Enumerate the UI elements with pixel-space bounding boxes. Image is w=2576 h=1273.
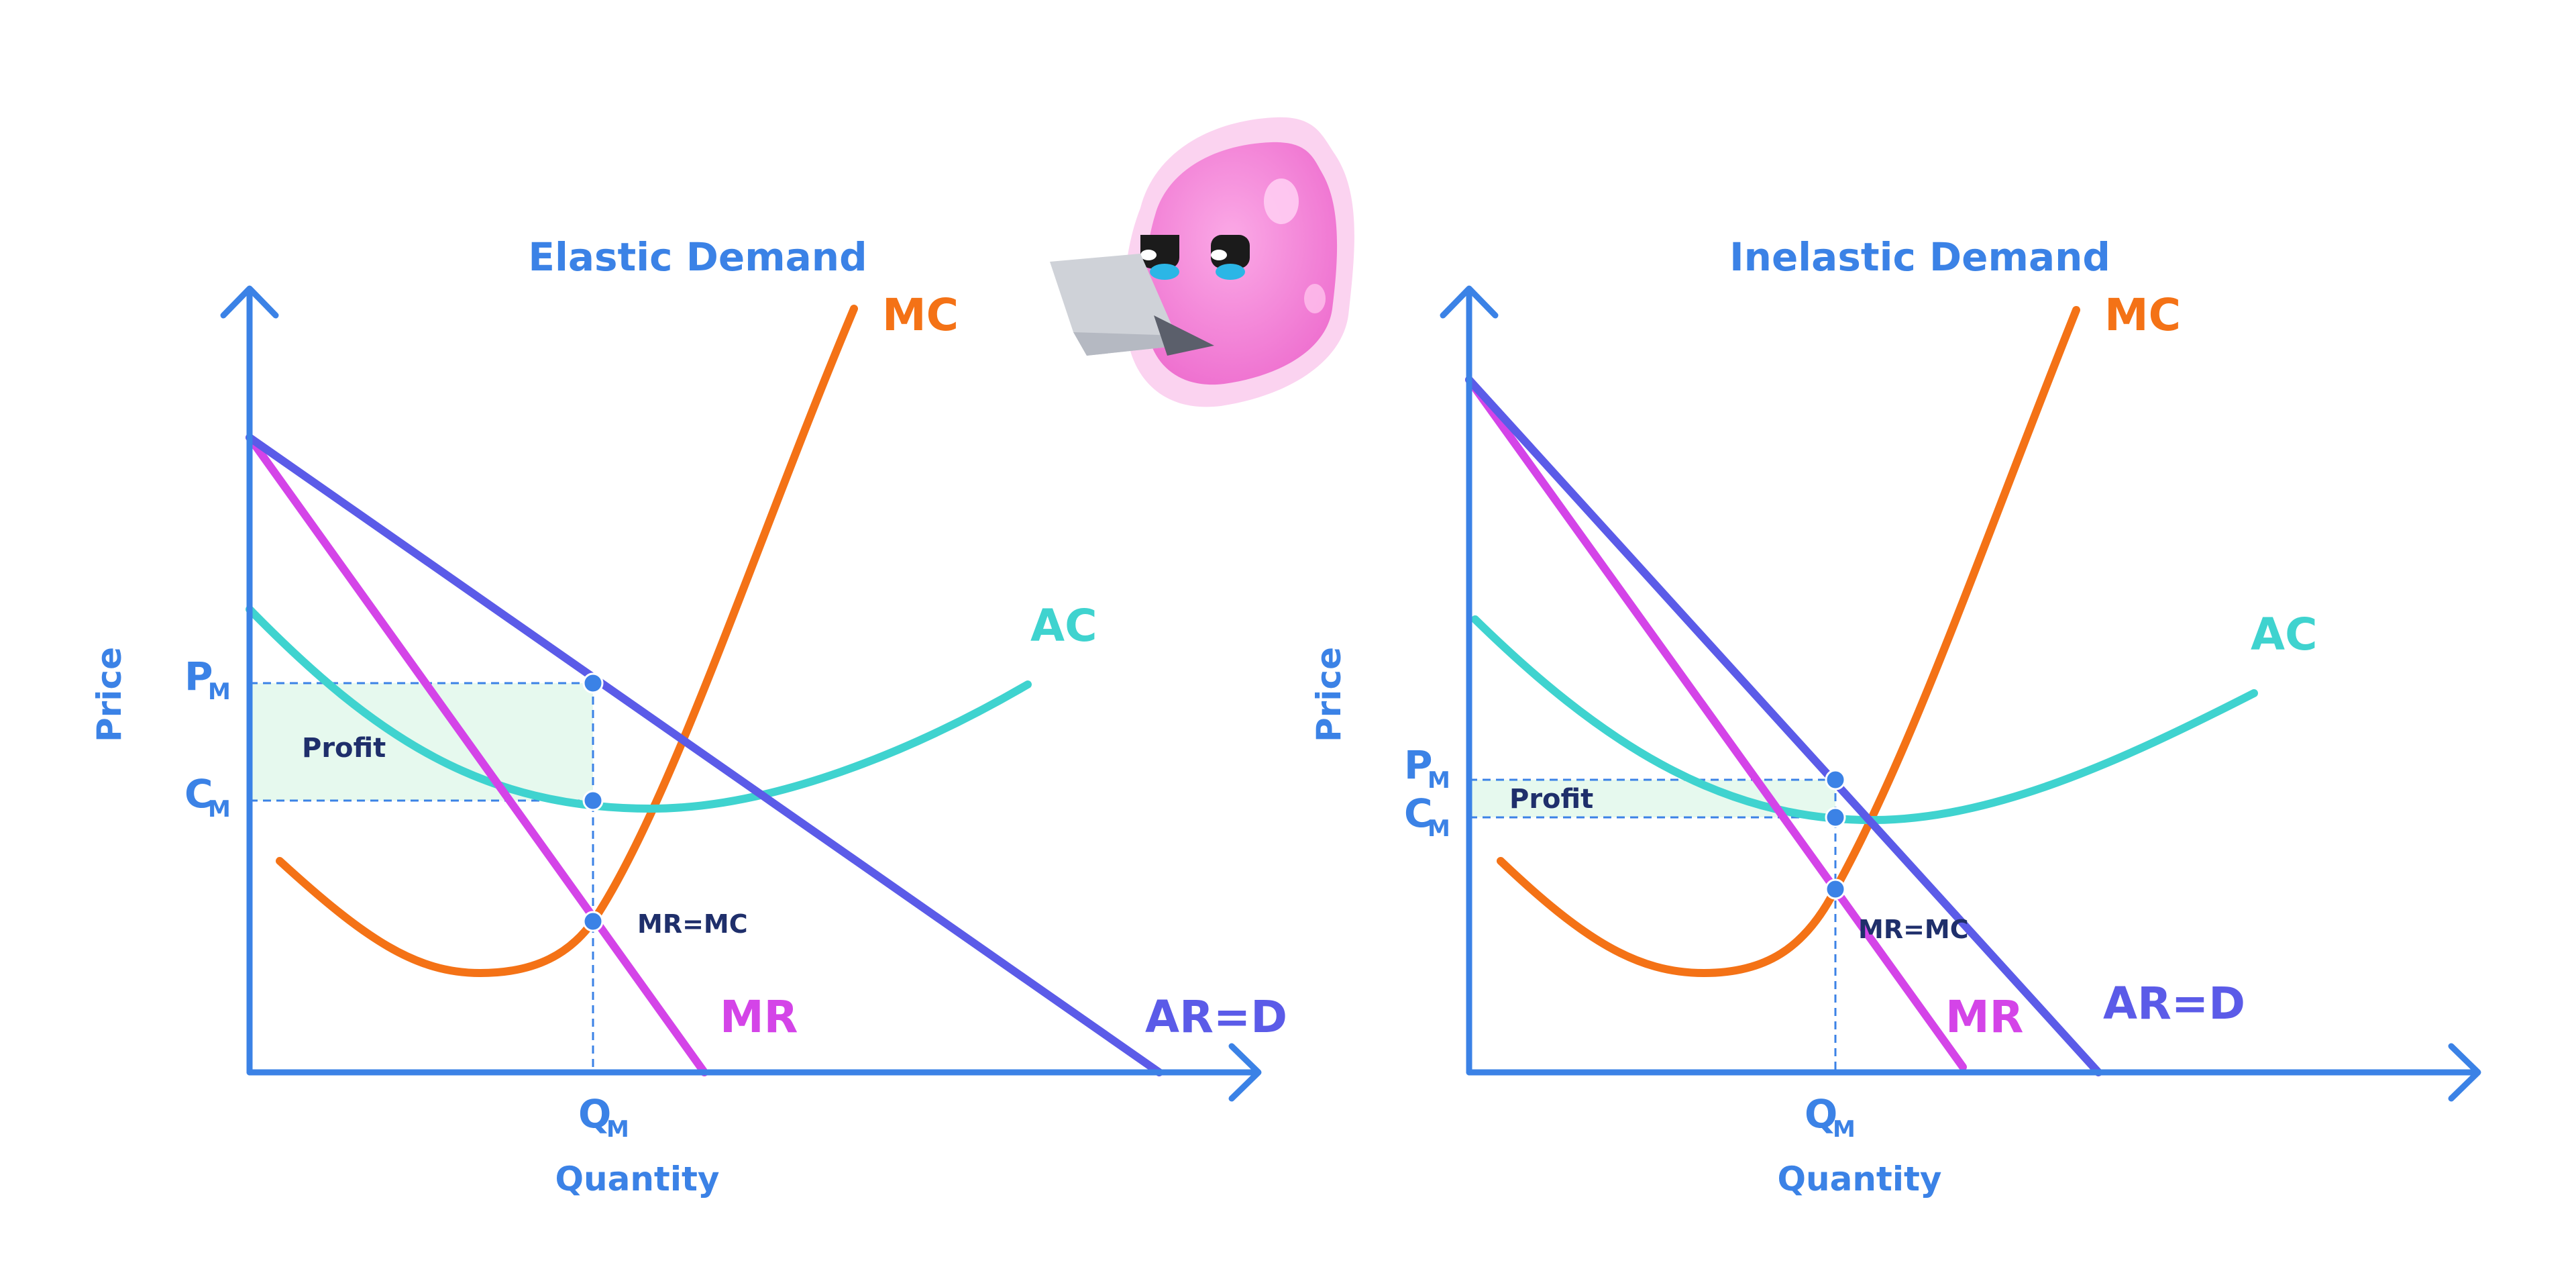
ac-curve: [246, 605, 1032, 813]
diagram-title: Elastic Demand: [528, 234, 867, 280]
guide-lines: [1469, 778, 1837, 1072]
mr-label: MR: [1945, 991, 2024, 1043]
cost-point: [582, 790, 604, 811]
elastic-demand-diagram: Elastic Demand MC AC MR AR=D MR=MC Profi…: [90, 234, 1287, 1199]
mr-mc-label: MR=MC: [637, 909, 748, 939]
pm-letter: P: [1404, 742, 1433, 788]
axes: [220, 285, 1262, 1102]
mascot-shine: [1264, 179, 1299, 224]
quantity-tick-label: Q M: [1805, 1091, 1856, 1143]
demand-curve: [1465, 376, 2102, 1076]
ac-label: AC: [2251, 609, 2318, 660]
qm-letter: Q: [1805, 1091, 1837, 1137]
qm-subscript: M: [1833, 1116, 1856, 1143]
y-axis-arrow: [1440, 285, 1499, 319]
qm-subscript: M: [606, 1116, 629, 1143]
mc-curve: [276, 305, 858, 978]
price-point: [1825, 769, 1846, 791]
laptop-icon: [1050, 254, 1214, 356]
qm-letter: Q: [578, 1091, 611, 1137]
profit-area: [250, 683, 593, 801]
cm-subscript: M: [1428, 815, 1450, 842]
price-point: [582, 672, 604, 694]
y-axis-arrow: [220, 285, 279, 319]
cost-axis-label: C M: [1404, 791, 1450, 842]
mr-curve: [246, 434, 708, 1076]
mr-mc-point: [582, 911, 604, 932]
inelastic-demand-diagram: Inelastic Demand MC AC MR AR=D MR=MC Pro…: [1309, 234, 2481, 1199]
diagram-title: Inelastic Demand: [1729, 234, 2110, 280]
mascot-cheek: [1304, 284, 1326, 313]
x-axis-arrow: [1228, 1043, 1262, 1102]
cm-letter: C: [184, 771, 213, 817]
cm-letter: C: [1404, 791, 1433, 836]
mascot-eyes: [1140, 235, 1250, 280]
axes: [1440, 285, 2481, 1102]
mr-mc-label: MR=MC: [1858, 915, 1969, 944]
x-axis-label: Quantity: [1778, 1160, 1942, 1199]
profit-label: Profit: [1509, 784, 1593, 815]
pm-letter: P: [184, 654, 213, 699]
y-axis-label: Price: [1309, 647, 1348, 742]
demand-label: AR=D: [1145, 991, 1287, 1043]
mc-curve: [1497, 306, 2080, 978]
cost-point: [1825, 807, 1846, 828]
quantity-tick-label: Q M: [578, 1091, 629, 1143]
mr-label: MR: [720, 991, 798, 1043]
mr-curve: [1465, 376, 1967, 1071]
mr-mc-point: [1825, 878, 1846, 900]
demand-label: AR=D: [2103, 978, 2245, 1029]
y-axis-label: Price: [90, 647, 129, 742]
demand-curve: [246, 434, 1163, 1076]
x-axis-label: Quantity: [555, 1160, 720, 1199]
price-axis-label: P M: [1404, 742, 1450, 794]
mc-label: MC: [2104, 289, 2181, 341]
ac-label: AC: [1030, 600, 1097, 652]
cost-axis-label: C M: [184, 771, 231, 823]
profit-label: Profit: [302, 733, 386, 764]
pm-subscript: M: [208, 678, 231, 705]
pm-subscript: M: [1428, 767, 1450, 794]
x-axis-arrow: [2448, 1043, 2481, 1102]
mascot-with-laptop: [1050, 117, 1354, 407]
cm-subscript: M: [208, 796, 231, 823]
mc-label: MC: [882, 289, 959, 341]
price-axis-label: P M: [184, 654, 231, 705]
guide-lines: [250, 682, 594, 1072]
